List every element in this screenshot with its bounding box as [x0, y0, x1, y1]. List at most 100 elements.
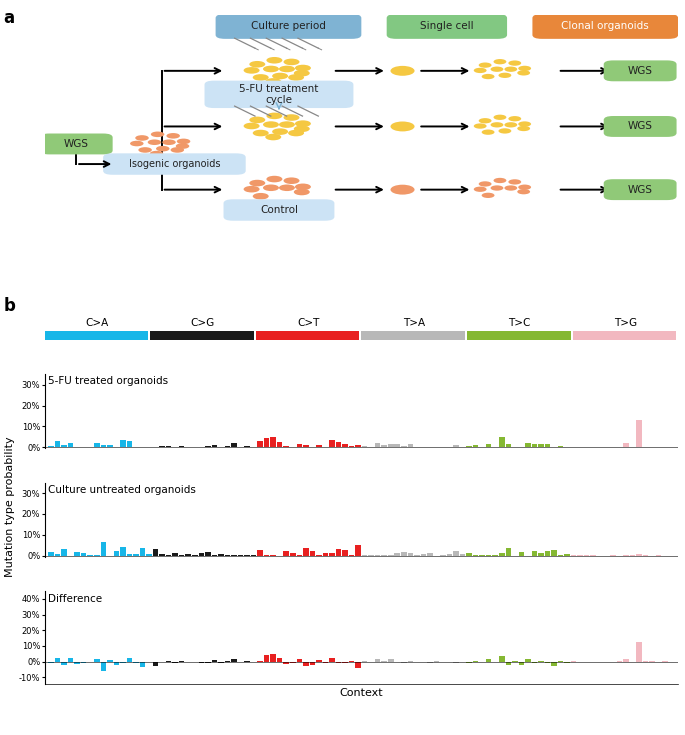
- Bar: [342, 551, 348, 556]
- Bar: [140, 662, 145, 667]
- Circle shape: [390, 121, 414, 132]
- Bar: [401, 446, 407, 448]
- Text: 5-FU treated organoids: 5-FU treated organoids: [48, 376, 168, 387]
- Bar: [538, 444, 544, 448]
- FancyBboxPatch shape: [532, 14, 678, 39]
- Bar: [48, 446, 54, 448]
- Circle shape: [249, 61, 265, 68]
- Text: a: a: [3, 10, 14, 27]
- Circle shape: [265, 134, 282, 140]
- Bar: [636, 642, 642, 662]
- Bar: [133, 553, 139, 556]
- Circle shape: [135, 135, 149, 140]
- Bar: [107, 660, 112, 662]
- FancyBboxPatch shape: [386, 14, 507, 39]
- Circle shape: [493, 178, 506, 183]
- Circle shape: [474, 123, 486, 129]
- Circle shape: [482, 74, 495, 79]
- Circle shape: [266, 112, 282, 119]
- Bar: [284, 446, 289, 448]
- Bar: [199, 553, 204, 556]
- Bar: [231, 555, 237, 556]
- Bar: [277, 442, 282, 448]
- Bar: [264, 438, 269, 448]
- Bar: [212, 660, 217, 662]
- Bar: [336, 549, 341, 556]
- Bar: [362, 555, 367, 556]
- Bar: [264, 655, 269, 662]
- Bar: [258, 550, 263, 556]
- Circle shape: [295, 121, 311, 127]
- Bar: [55, 553, 60, 556]
- Circle shape: [279, 65, 295, 72]
- Bar: [316, 660, 322, 662]
- Bar: [466, 446, 472, 448]
- Bar: [329, 553, 335, 556]
- Text: Control: Control: [260, 205, 298, 215]
- Circle shape: [253, 74, 269, 81]
- Bar: [329, 440, 335, 448]
- Bar: [519, 662, 524, 664]
- Circle shape: [294, 126, 310, 132]
- Bar: [551, 662, 557, 666]
- Circle shape: [166, 133, 180, 139]
- FancyBboxPatch shape: [223, 199, 334, 220]
- Bar: [421, 554, 426, 556]
- Text: Isogenic organoids: Isogenic organoids: [129, 159, 220, 169]
- Bar: [316, 445, 322, 448]
- Circle shape: [244, 186, 260, 193]
- Bar: [532, 551, 537, 556]
- Bar: [120, 662, 125, 663]
- Bar: [186, 554, 191, 556]
- Bar: [127, 658, 132, 662]
- Bar: [199, 662, 204, 663]
- Bar: [356, 445, 361, 448]
- Bar: [271, 437, 276, 448]
- Circle shape: [294, 189, 310, 196]
- Text: WGS: WGS: [627, 66, 653, 76]
- Bar: [81, 553, 86, 556]
- Bar: [519, 551, 524, 556]
- Circle shape: [253, 193, 269, 199]
- Bar: [473, 661, 478, 662]
- Bar: [81, 662, 86, 663]
- Bar: [525, 443, 531, 448]
- Circle shape: [253, 130, 269, 136]
- Bar: [356, 545, 361, 556]
- Circle shape: [162, 140, 176, 145]
- Circle shape: [148, 140, 161, 145]
- Circle shape: [249, 180, 265, 187]
- Bar: [153, 549, 158, 556]
- Bar: [499, 437, 505, 448]
- Bar: [453, 551, 459, 556]
- Bar: [545, 551, 550, 556]
- Text: C>A: C>A: [86, 318, 109, 328]
- Bar: [212, 445, 217, 448]
- Circle shape: [517, 189, 530, 194]
- Bar: [62, 445, 67, 448]
- Bar: [68, 442, 73, 448]
- Text: T>A: T>A: [403, 318, 425, 328]
- Bar: [342, 662, 348, 663]
- Bar: [271, 555, 276, 556]
- Circle shape: [517, 126, 530, 131]
- Circle shape: [479, 62, 492, 68]
- Circle shape: [474, 187, 486, 192]
- Circle shape: [504, 185, 517, 190]
- Text: C>G: C>G: [191, 318, 215, 328]
- Bar: [48, 662, 54, 664]
- Bar: [75, 662, 80, 664]
- Bar: [375, 659, 380, 662]
- Circle shape: [479, 118, 492, 123]
- Circle shape: [249, 117, 265, 123]
- Bar: [323, 553, 328, 556]
- Bar: [179, 661, 184, 662]
- Circle shape: [266, 57, 282, 63]
- Text: WGS: WGS: [627, 184, 653, 195]
- Text: b: b: [3, 297, 15, 315]
- Circle shape: [493, 59, 506, 65]
- Bar: [382, 445, 387, 448]
- Bar: [323, 662, 328, 663]
- Bar: [342, 444, 348, 448]
- Circle shape: [490, 122, 503, 127]
